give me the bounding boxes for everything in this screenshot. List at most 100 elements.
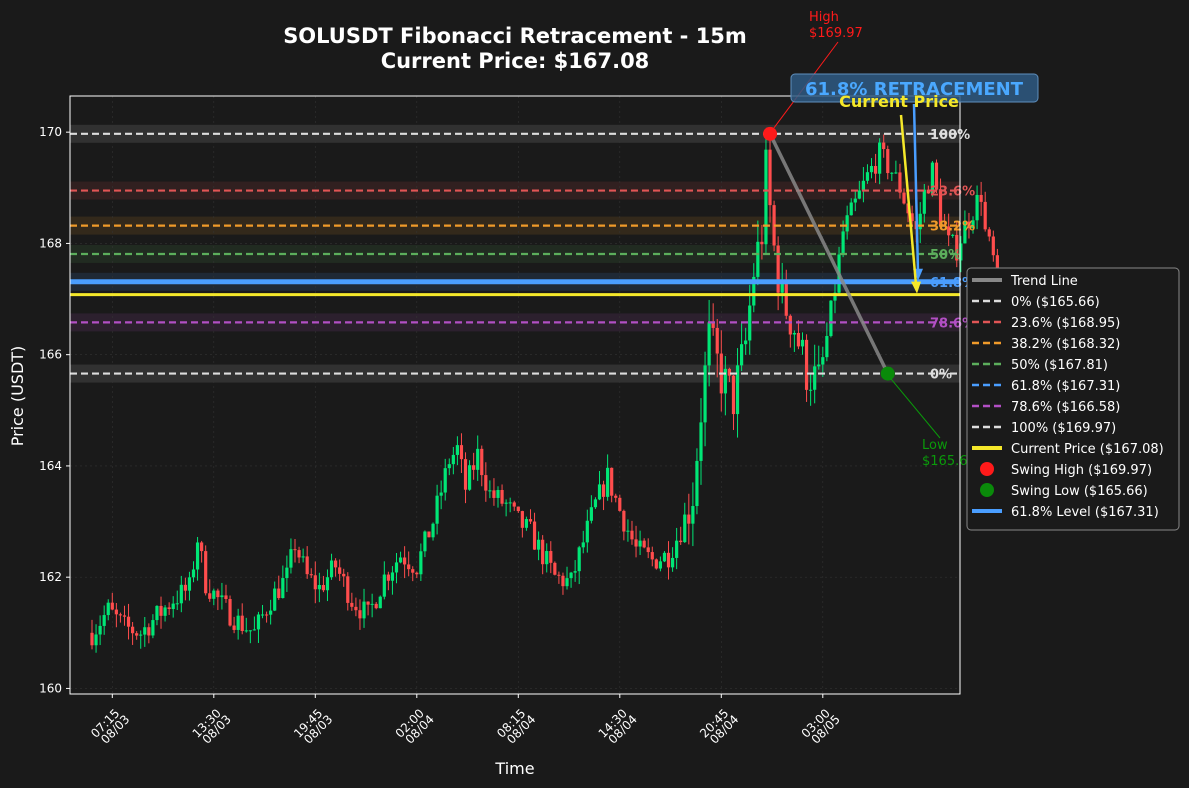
candle-body xyxy=(768,149,772,206)
candle-body xyxy=(930,162,935,194)
candle-body xyxy=(593,499,598,508)
candle-body xyxy=(374,603,378,609)
candle-body xyxy=(857,190,861,199)
candle-body xyxy=(370,603,374,605)
candle-body xyxy=(683,514,687,543)
candle-body xyxy=(687,514,691,524)
candle-body xyxy=(752,276,756,306)
candle-body xyxy=(240,615,244,631)
y-axis-label: Price (USDT) xyxy=(8,346,27,447)
candle-body xyxy=(528,519,533,522)
candle-body xyxy=(346,576,350,603)
candle-body xyxy=(606,467,610,497)
candle-body xyxy=(102,615,106,626)
candle-body xyxy=(873,166,878,174)
candle-body xyxy=(277,588,281,599)
candle-body xyxy=(443,468,447,493)
candle-body xyxy=(918,213,922,230)
candle-body xyxy=(878,142,882,174)
candle-body xyxy=(135,633,139,636)
candle-body xyxy=(776,245,780,293)
candle-body xyxy=(131,626,135,634)
candle-body xyxy=(244,630,248,632)
candle-body xyxy=(959,243,963,261)
candle-body xyxy=(727,368,732,376)
candle-body xyxy=(744,340,748,345)
candle-body xyxy=(350,602,354,607)
candle-body xyxy=(597,484,602,500)
legend-label: 100% ($169.97) xyxy=(1011,421,1116,436)
candle-body xyxy=(403,557,407,565)
candle-body xyxy=(971,220,975,228)
candle-body xyxy=(179,584,183,604)
candle-body xyxy=(947,226,951,236)
candle-body xyxy=(423,531,427,552)
legend: Trend Line 0% ($165.66) 23.6% ($168.95) 38.… xyxy=(966,267,1180,531)
candle-body xyxy=(557,574,561,576)
legend-label: Trend Line xyxy=(1010,274,1078,289)
candle-body xyxy=(427,531,431,538)
candle-body xyxy=(703,365,707,423)
candle-body xyxy=(537,539,541,550)
y-tick-label: 168 xyxy=(39,236,62,250)
candle-body xyxy=(175,603,179,605)
candle-body xyxy=(504,502,508,504)
fib-label: 61.8% xyxy=(930,276,975,291)
candle-body xyxy=(658,561,662,569)
candle-body xyxy=(516,506,520,512)
fib-label: 23.6% xyxy=(930,185,975,200)
candle-body xyxy=(675,540,679,558)
swing-high-label-top: High xyxy=(809,10,839,25)
candle-body xyxy=(329,560,334,578)
candle-body xyxy=(232,625,236,630)
candle-body xyxy=(467,465,472,490)
candle-body xyxy=(967,221,971,228)
legend-label: 78.6% ($166.58) xyxy=(1011,400,1120,415)
candle-body xyxy=(358,610,362,619)
candle-body xyxy=(760,241,764,245)
candle-body xyxy=(187,577,192,591)
candle-body xyxy=(813,366,817,390)
candle-body xyxy=(200,542,204,552)
candle-body xyxy=(167,607,171,609)
candle-body xyxy=(756,241,760,277)
candle-body xyxy=(585,520,589,543)
candle-body xyxy=(285,567,289,579)
candle-body xyxy=(411,569,415,573)
current-price-annotation: Current Price xyxy=(839,92,959,111)
candle-body xyxy=(549,551,553,563)
candle-body xyxy=(849,202,853,216)
candle-body xyxy=(110,602,114,610)
legend-box xyxy=(966,267,1180,531)
candle-body xyxy=(98,625,102,635)
legend-label: 0% ($165.66) xyxy=(1011,295,1100,310)
candle-body xyxy=(496,489,500,498)
candle-body xyxy=(951,234,955,236)
candle-body xyxy=(610,467,614,496)
current-price-arrow xyxy=(899,114,918,285)
candles xyxy=(90,133,1028,653)
candle-body xyxy=(415,572,419,575)
candle-body xyxy=(114,609,118,615)
candle-body xyxy=(118,614,123,616)
candle-body xyxy=(902,192,906,204)
candle-body xyxy=(195,542,200,570)
legend-label: Current Price ($167.08) xyxy=(1011,442,1164,457)
candle-body xyxy=(143,627,147,635)
candle-body xyxy=(886,149,890,174)
candle-body xyxy=(910,213,914,222)
x-axis-label: Time xyxy=(494,759,534,778)
candle-body xyxy=(589,507,593,521)
chart-subtitle: Current Price: $167.08 xyxy=(381,49,650,73)
retracement-annotation-box xyxy=(790,73,1039,103)
candle-body xyxy=(963,221,967,244)
candle-body xyxy=(626,530,630,532)
candle-body xyxy=(248,630,252,632)
candle-body xyxy=(419,551,423,575)
candle-body xyxy=(780,280,784,293)
legend-label: 61.8% ($167.31) xyxy=(1011,379,1120,394)
annotations: 61.8% RETRACEMENT Current Price High $16… xyxy=(790,10,1039,469)
plot-frame xyxy=(69,95,961,695)
candle-body xyxy=(191,569,196,578)
swing-low-arrow xyxy=(890,378,941,439)
